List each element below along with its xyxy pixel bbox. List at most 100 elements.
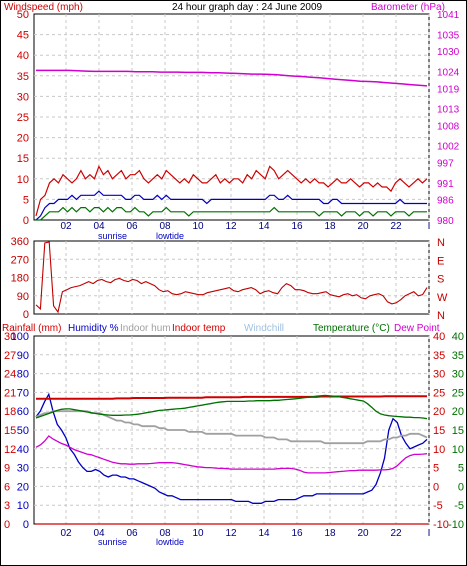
time-tick: I (428, 221, 431, 232)
low-wind-line (36, 206, 427, 221)
time-tick: 04 (93, 221, 105, 232)
barometer-tick: 991 (437, 179, 454, 190)
time-tick: I (428, 528, 431, 539)
rainfall-tick: 6 (4, 481, 10, 493)
humidity-tick: 30 (17, 463, 29, 475)
compass-label: W (437, 292, 448, 304)
indoor-temp-tick: 15 (433, 425, 445, 437)
wind-direction-grid (34, 241, 430, 314)
temperature-axes: 0369121518212427300102030405060708090100… (4, 331, 464, 531)
barometer-tick: 1030 (437, 47, 460, 58)
humidity-line (35, 392, 428, 504)
time-tick: 06 (126, 528, 138, 539)
rainfall-tick: 27 (4, 350, 16, 362)
time-tick: 14 (258, 221, 270, 232)
legend-rainfall: Rainfall (mm) (2, 323, 61, 334)
windspeed-tick: 20 (17, 133, 29, 145)
humidity-tick: 50 (17, 425, 29, 437)
windspeed-tick: 35 (17, 71, 29, 83)
windspeed-tick: 50 (17, 9, 29, 21)
temperature-tick: 0 (458, 481, 464, 493)
rainfall-tick: 15 (4, 425, 16, 437)
rainfall-tick: 24 (4, 369, 16, 381)
humidity-tick: 100 (11, 331, 29, 343)
rainfall-tick: 30 (4, 331, 16, 343)
compass-label: N (437, 310, 445, 322)
windspeed-tick: 40 (17, 50, 29, 62)
legend-dew-point: Dew Point (394, 323, 440, 334)
indoor-temp-tick: 0 (433, 481, 439, 493)
wind-direction-series (35, 241, 428, 314)
temperature-tick: -5 (454, 500, 464, 512)
barometer-axis: 980 986 991 997 1002 1008 1013 1019 1024 1030 1035… (437, 10, 460, 227)
wind-time-axis: 02 04 06 08 10 12 14 16 18 20 22 I (60, 221, 430, 232)
indoor-temp-tick: 35 (433, 350, 445, 362)
indoor-temp-tick: 30 (433, 369, 445, 381)
time-tick: 02 (60, 528, 72, 539)
time-tick: 10 (192, 221, 204, 232)
average-wind-line (35, 190, 427, 221)
temperature-tick: 10 (452, 444, 464, 456)
humidity-tick: 60 (17, 406, 29, 418)
temperature-tick: 15 (452, 425, 464, 437)
humidity-tick: 80 (17, 369, 29, 381)
legend-humidity: Humidity % (68, 323, 119, 334)
barometer-tick: 1024 (437, 67, 460, 78)
barometer-axis-label: Barometer (hPa) (371, 2, 445, 13)
legend-windchill: Windchill (244, 323, 284, 334)
chart-title: 24 hour graph day : 24 June 2009 (172, 2, 323, 13)
temperature-tick: 5 (458, 463, 464, 475)
time-tick: 12 (225, 221, 237, 232)
windspeed-tick: 15 (17, 153, 29, 165)
windspeed-axis-label: Windspeed (mph) (4, 2, 83, 13)
barometer-line (36, 69, 428, 87)
rainfall-tick: 12 (4, 444, 16, 456)
indoor-temp-tick: -5 (433, 500, 443, 512)
barometer-tick: 1013 (437, 105, 460, 116)
time-tick: 18 (324, 221, 336, 232)
lowtide-label-lower: lowtide (156, 537, 184, 547)
time-tick: 08 (159, 221, 171, 232)
compass-label: S (437, 274, 444, 286)
temperature-tick: -10 (448, 519, 464, 531)
wind-panel-grid (34, 14, 430, 220)
barometer-tick: 1041 (437, 10, 460, 21)
temperature-line (35, 394, 428, 420)
time-tick: 18 (324, 528, 336, 539)
time-tick: 14 (258, 528, 270, 539)
humidity-tick: 70 (17, 387, 29, 399)
windspeed-tick: 10 (17, 174, 29, 186)
temperature-series (35, 392, 428, 525)
temperature-tick: 35 (452, 350, 464, 362)
rainfall-tick: 9 (4, 463, 10, 475)
temperature-tick: 20 (452, 406, 464, 418)
windspeed-axis: 0 5 10 15 20 25 30 35 40 45 50 (17, 9, 29, 227)
time-tick: 20 (357, 221, 369, 232)
time-tick: 22 (390, 528, 402, 539)
indoor-temp-tick: 5 (433, 463, 439, 475)
lowtide-label: lowtide (156, 231, 184, 241)
gust-line (35, 164, 428, 217)
temperature-tick: 25 (452, 387, 464, 399)
windspeed-tick: 5 (23, 194, 29, 206)
indoor-temp-tick: -10 (433, 519, 449, 531)
time-tick: 06 (126, 221, 138, 232)
humidity-tick: 90 (17, 350, 29, 362)
windspeed-tick: 45 (17, 30, 29, 42)
rainfall-tick: 18 (4, 406, 16, 418)
wind-series (35, 69, 428, 221)
compass-label: N (437, 237, 445, 249)
temperature-panel-frame (33, 335, 430, 525)
time-tick: 16 (291, 221, 303, 232)
barometer-tick: 980 (437, 216, 454, 227)
windspeed-tick: 30 (17, 91, 29, 103)
rainfall-tick: 21 (4, 387, 16, 399)
direction-tick: 360 (11, 236, 29, 248)
legend-indoor-hum: Indoor hum (120, 323, 171, 334)
temperature-tick: 40 (452, 331, 464, 343)
